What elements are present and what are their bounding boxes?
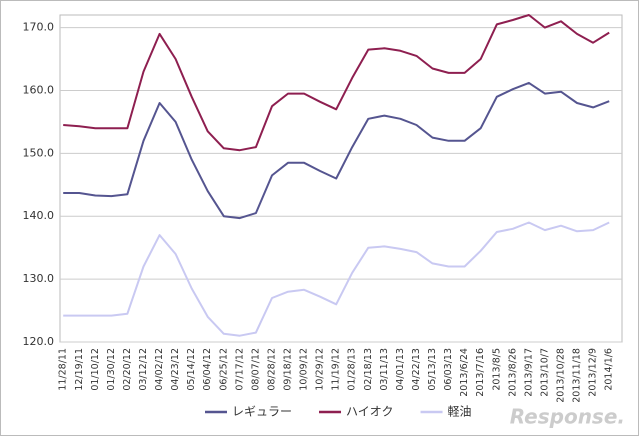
x-tick-label: 03/12/12	[138, 348, 149, 391]
x-tick-label: 09/18/12	[283, 348, 294, 391]
x-tick-label: 04/01/13	[395, 348, 406, 391]
x-tick-label: 05/14/12	[186, 348, 197, 391]
x-tick-label: 2013/7/16	[475, 348, 486, 397]
x-tick-label: 02/20/12	[122, 348, 133, 391]
series-line	[63, 14, 610, 152]
x-tick-label: 2013/11/18	[572, 348, 583, 403]
x-tick-label: 04/02/12	[154, 348, 165, 391]
x-tick-label: 06/03/13	[443, 348, 454, 391]
series-line	[63, 81, 610, 220]
x-tick-label: 05/13/13	[427, 348, 438, 391]
x-tick-label: 10/09/12	[299, 348, 310, 391]
x-tick-label: 12/19/11	[74, 348, 85, 391]
x-tick-label: 2013/12/9	[588, 348, 599, 397]
x-tick-label: 2013/10/7	[539, 348, 550, 397]
x-tick-label: 2013/8/5	[491, 348, 502, 391]
x-tick-label: 11/28/11	[58, 348, 69, 391]
x-tick-label: 10/29/12	[315, 348, 326, 391]
x-tick-label: 08/28/12	[266, 348, 277, 391]
legend-label: レギュラー	[232, 405, 292, 419]
x-tick-label: 06/04/12	[202, 348, 213, 391]
x-tick-label: 06/25/12	[218, 348, 229, 391]
x-tick-label: 2013/9/17	[523, 348, 534, 397]
x-tick-label: 11/19/12	[331, 348, 342, 391]
x-tick-label: 01/28/13	[347, 348, 358, 391]
y-tick-label: 130.0	[23, 272, 55, 285]
x-tick-label: 08/07/12	[250, 348, 261, 391]
y-tick-label: 170.0	[23, 21, 55, 34]
x-tick-label: 2013/10/28	[555, 348, 566, 403]
y-tick-label: 160.0	[23, 83, 55, 96]
x-tick-label: 07/17/12	[234, 348, 245, 391]
x-tick-label: 2013/6/24	[459, 348, 470, 397]
y-tick-label: 120.0	[23, 335, 55, 348]
legend-label: 軽油	[448, 405, 472, 419]
x-tick-label: 2013/8/26	[507, 348, 518, 397]
series-line	[63, 221, 610, 337]
x-tick-label: 04/22/13	[411, 348, 422, 391]
legend-label: ハイオク	[346, 405, 394, 419]
x-tick-label: 03/11/13	[379, 348, 390, 391]
watermark: Response.	[510, 405, 625, 429]
x-tick-label: 04/23/12	[170, 348, 181, 391]
x-tick-label: 01/30/12	[106, 348, 117, 391]
x-tick-label: 02/18/13	[363, 348, 374, 391]
y-tick-label: 150.0	[23, 146, 55, 159]
x-tick-label: 01/10/12	[90, 348, 101, 391]
x-tick-label: 2014/1/6	[604, 348, 615, 391]
y-tick-label: 140.0	[23, 209, 55, 222]
